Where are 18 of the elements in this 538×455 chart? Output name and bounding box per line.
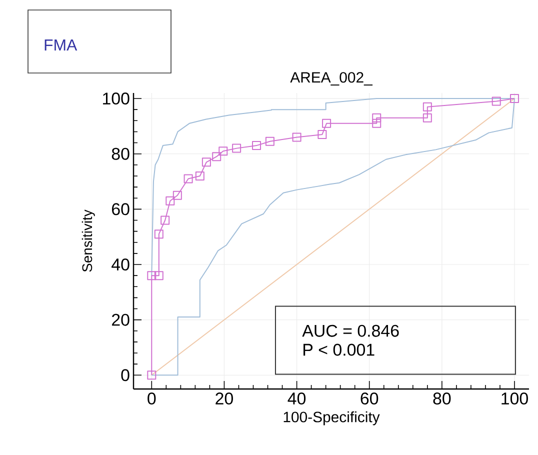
y-tick-label: 100 [103,92,130,105]
x-tick-label: 20 [216,392,233,404]
x-axis-title: 100-Specificity [284,411,380,426]
y-axis-title: Sensitivity [82,210,95,272]
x-tick-label: 80 [433,392,451,404]
chart-title: AREA_002_ [290,72,373,86]
y-tick-label: 0 [121,369,130,382]
y-tick-label: 20 [112,314,130,326]
annotation: P < 0.001 [304,344,374,356]
x-tick-label: 40 [288,392,306,404]
x-tick-label: 0 [148,392,156,404]
x-tick-label: 60 [360,392,378,404]
y-tick-label: 60 [112,203,130,216]
y-tick-label: 40 [112,258,130,270]
x-tick-label: 100 [502,392,528,404]
text: FMA [44,40,78,50]
y-tick-label: 80 [112,148,130,160]
annotation: AUC = 0.846 [302,324,399,337]
